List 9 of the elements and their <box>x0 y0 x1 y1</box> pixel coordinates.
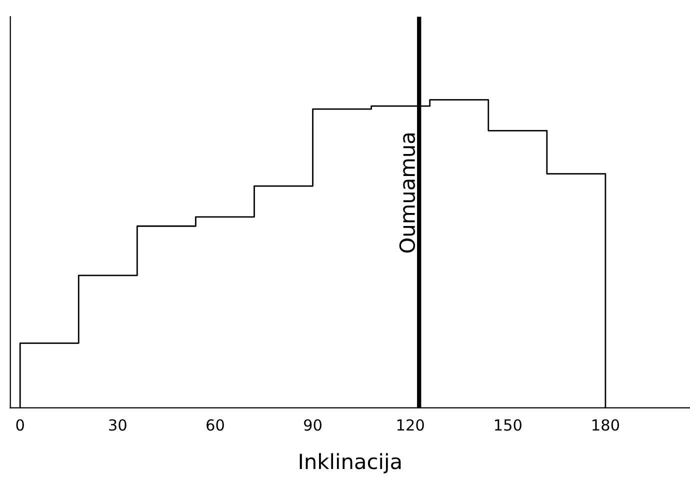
x-tick-label: 0 <box>16 419 24 431</box>
x-tick-label: 60 <box>206 419 224 431</box>
x-tick-label: 30 <box>109 419 126 431</box>
x-tick-label: 150 <box>494 419 522 431</box>
ref-line-label: Oumuamua <box>399 134 416 253</box>
x-tick-label: 120 <box>397 419 424 431</box>
x-axis-title: Inklinacija <box>300 453 401 474</box>
x-tick-label: 90 <box>304 419 322 431</box>
x-tick-label: 180 <box>592 419 620 431</box>
